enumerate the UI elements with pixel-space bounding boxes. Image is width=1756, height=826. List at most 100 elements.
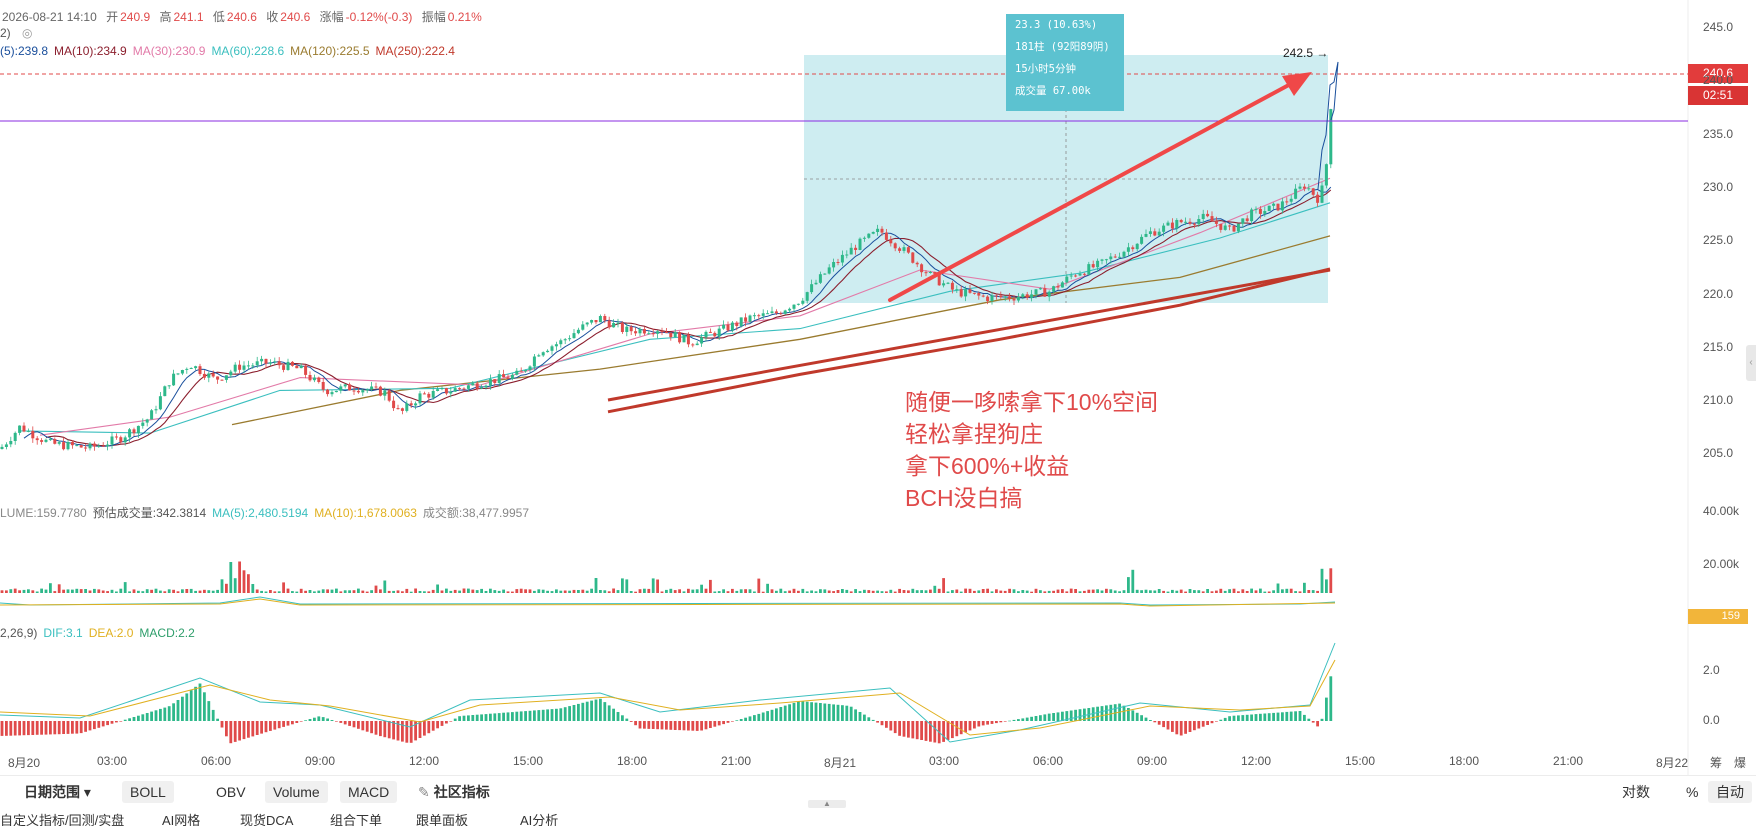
candle-body-266 (1170, 222, 1174, 229)
candle-body-101 (444, 388, 448, 394)
macd-bar-252 (1109, 704, 1113, 721)
collapse-handle[interactable]: ▲ (808, 800, 846, 808)
macd-bar-113 (497, 713, 501, 721)
candle-body-139 (612, 323, 616, 328)
volume-bar-291 (1281, 589, 1284, 593)
volume-button[interactable]: Volume (265, 781, 328, 803)
volume-bar-70 (308, 590, 312, 593)
date-range-button[interactable]: 日期范围 ▾ (24, 784, 91, 800)
volume-bar-258 (1135, 589, 1139, 593)
volume-bar-32 (141, 591, 145, 593)
volume-bar-302 (1329, 568, 1333, 593)
volume-bar-125 (550, 591, 554, 593)
macd-bar-215 (946, 721, 950, 740)
bottom-tab-5[interactable]: AI分析 (520, 813, 559, 826)
candle-body-35 (154, 409, 158, 411)
macd-bar-275 (1210, 721, 1214, 724)
candle-body-203 (893, 243, 897, 249)
macd-bar-43 (189, 690, 193, 721)
candle-body-259 (1140, 236, 1144, 244)
volume-bar-295 (1298, 591, 1302, 593)
macd-legend-item-0: 2,26,9) (0, 626, 38, 640)
bottom-tab-0[interactable]: 自定义指标/回测/实盘 (0, 813, 125, 826)
candle-body-227 (999, 295, 1003, 298)
macd-bar-269 (1184, 721, 1187, 734)
boll-button[interactable]: BOLL (122, 781, 174, 803)
macd-bar-200 (880, 721, 884, 726)
volume-bar-289 (1272, 590, 1275, 593)
change-label: 涨幅 (319, 10, 344, 24)
macd-bar-63 (277, 721, 281, 729)
macd-bar-90 (396, 721, 400, 741)
volume-bar-217 (955, 589, 959, 593)
volume-bar-37 (163, 591, 167, 593)
candle-body-120 (528, 366, 532, 370)
scroll-handle[interactable]: ‹ (1746, 345, 1756, 381)
volume-bar-104 (458, 590, 461, 593)
macd-bar-248 (1091, 707, 1095, 721)
bottom-tab-1[interactable]: AI网格 (162, 813, 201, 826)
macd-bar-86 (379, 721, 382, 737)
candle-body-100 (440, 388, 444, 390)
macd-bar-139 (612, 708, 615, 721)
candle-body-149 (656, 331, 660, 334)
macd-bar-152 (669, 721, 673, 730)
volume-bar-40 (176, 591, 180, 593)
macd-bar-235 (1034, 716, 1038, 721)
macd-bar-4 (18, 721, 21, 736)
obv-button[interactable]: OBV (216, 784, 246, 800)
close-value: 240.6 (280, 10, 311, 24)
macd-bar-77 (339, 721, 343, 723)
candle-body-127 (559, 340, 563, 345)
volume-bar-294 (1294, 591, 1297, 593)
macd-bar-293 (1289, 711, 1293, 721)
annotation-line-2: 拿下600%+收益 (905, 453, 1070, 479)
bottom-tab-4[interactable]: 跟单面板 (416, 813, 469, 826)
volume-bar-240 (1056, 589, 1060, 593)
auto-scale-button[interactable]: 自动 (1708, 781, 1752, 803)
macd-bar-100 (440, 721, 444, 726)
community-indicator-button[interactable]: ✎ 社区指标 (410, 781, 498, 803)
macd-bar-38 (167, 706, 171, 721)
percent-scale-button[interactable]: % (1686, 784, 1699, 800)
trend-line (607, 268, 1331, 402)
volume-bar-34 (150, 589, 153, 593)
volume-bar-197 (867, 590, 871, 593)
candle-body-268 (1179, 220, 1183, 223)
volume-bar-94 (414, 588, 417, 593)
macd-bar-76 (335, 721, 338, 722)
volume-bar-168 (739, 589, 743, 593)
volume-bar-238 (1047, 590, 1051, 593)
volume-bar-284 (1250, 588, 1253, 593)
candle-body-80 (352, 390, 356, 392)
macd-bar-224 (986, 721, 989, 725)
eye-icon[interactable]: ◎ (22, 26, 33, 40)
macd-bar-150 (660, 721, 664, 730)
macd-bar-220 (968, 721, 972, 731)
volume-bar-242 (1065, 591, 1069, 593)
volume-bar-1 (5, 590, 8, 593)
candle-body-183 (805, 292, 809, 301)
macd-bar-20 (88, 721, 92, 731)
candle-body-281 (1236, 223, 1240, 232)
candle-body-272 (1197, 219, 1201, 225)
macd-bar-271 (1193, 721, 1196, 731)
volume-bar-263 (1157, 589, 1161, 593)
volume-bar-28 (123, 582, 127, 593)
volume-bar-185 (814, 591, 818, 593)
bottom-tab-3[interactable]: 组合下单 (330, 813, 383, 826)
candle-body-189 (832, 262, 836, 268)
volume-bar-277 (1219, 588, 1223, 593)
candle-body-225 (990, 295, 994, 301)
candle-body-72 (317, 377, 321, 382)
macd-bar-134 (590, 700, 593, 721)
macd-button[interactable]: MACD (340, 781, 398, 803)
log-scale-button[interactable]: 对数 (1622, 784, 1650, 800)
candle-body-117 (515, 370, 519, 375)
volume-bar-21 (93, 588, 96, 593)
volume-bar-133 (585, 590, 589, 593)
macd-bar-68 (299, 721, 303, 722)
bottom-tab-2[interactable]: 现货DCA (240, 813, 294, 826)
